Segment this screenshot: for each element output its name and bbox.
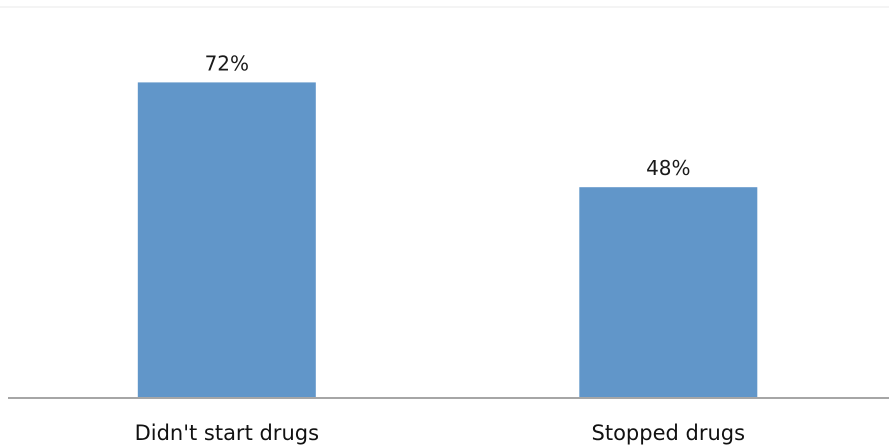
category-label-0: Didn't start drugs — [135, 421, 319, 445]
bar-1 — [579, 187, 758, 397]
data-label-1: 48% — [646, 156, 690, 180]
data-label-0: 72% — [205, 51, 249, 75]
category-label-1: Stopped drugs — [592, 421, 746, 445]
bars-layer: 72% Didn't start drugs 48% Stopped drugs — [135, 51, 758, 445]
bar-0 — [137, 82, 316, 398]
